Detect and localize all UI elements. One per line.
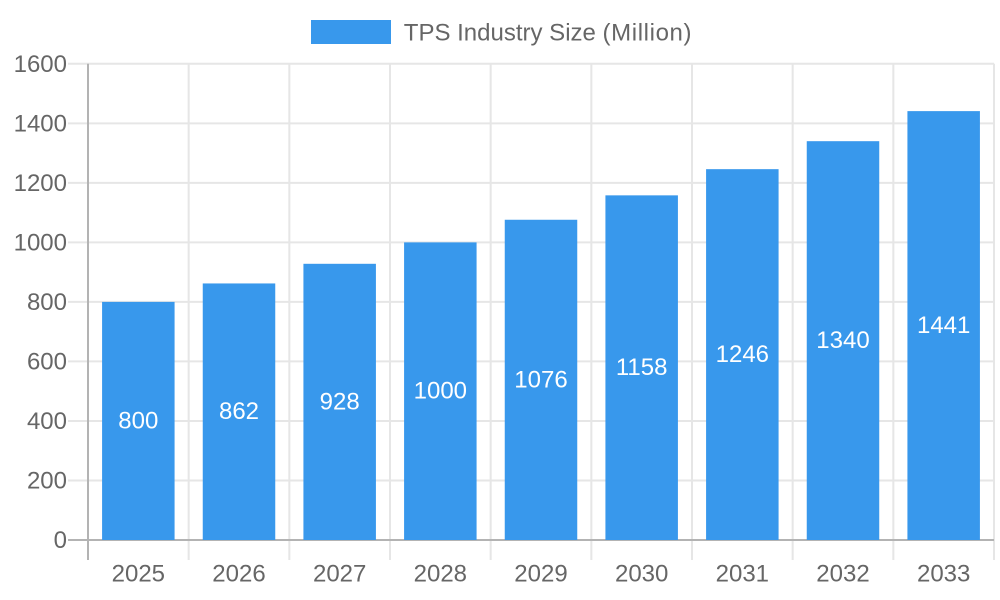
svg-text:800: 800 (27, 289, 67, 316)
svg-text:1158: 1158 (616, 354, 668, 381)
svg-text:600: 600 (27, 349, 67, 376)
svg-text:1200: 1200 (14, 170, 67, 197)
svg-text:1000: 1000 (14, 229, 67, 256)
svg-text:2025: 2025 (112, 561, 165, 588)
svg-text:2026: 2026 (212, 561, 265, 588)
svg-text:1441: 1441 (917, 312, 970, 339)
svg-text:862: 862 (219, 398, 259, 425)
svg-text:400: 400 (27, 408, 67, 435)
svg-text:2031: 2031 (716, 561, 769, 588)
svg-text:2028: 2028 (414, 561, 467, 588)
svg-text:0: 0 (54, 527, 67, 554)
svg-text:1400: 1400 (14, 110, 67, 137)
svg-text:2029: 2029 (514, 561, 567, 588)
svg-text:1000: 1000 (414, 378, 467, 405)
svg-text:1600: 1600 (14, 51, 67, 78)
svg-text:2033: 2033 (917, 561, 970, 588)
svg-text:1246: 1246 (716, 341, 769, 368)
svg-text:800: 800 (118, 407, 158, 434)
svg-text:2032: 2032 (816, 561, 869, 588)
svg-text:2027: 2027 (313, 561, 366, 588)
svg-text:1340: 1340 (816, 327, 869, 354)
svg-text:2030: 2030 (615, 561, 668, 588)
svg-text:1076: 1076 (514, 366, 567, 393)
svg-text:200: 200 (27, 468, 67, 495)
svg-text:TPS Industry Size (Million): TPS Industry Size (Million) (404, 20, 692, 47)
svg-text:928: 928 (320, 388, 360, 415)
